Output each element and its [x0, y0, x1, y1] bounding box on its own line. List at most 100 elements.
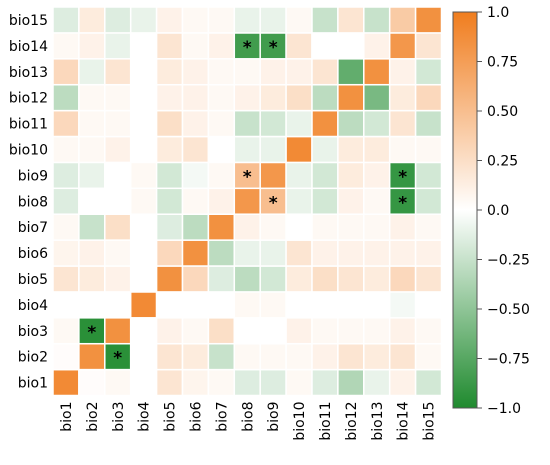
heatmap-cell-bio6-bio6: [181, 239, 210, 267]
heatmap-cell-bio5-bio7: [207, 265, 236, 293]
significance-marker-bio14-bio8: *: [243, 38, 252, 58]
heatmap-cell-bio6-bio10: [285, 239, 313, 267]
heatmap-cell-bio4-bio5: [155, 291, 184, 319]
heatmap-cell-bio9-bio3: [104, 161, 132, 190]
heatmap-cell-bio14-bio3: [104, 32, 132, 60]
heatmap-cell-bio14-bio1: [52, 32, 80, 60]
heatmap-cell-bio3-bio2: [78, 317, 106, 345]
heatmap-cell-bio11-bio15: [414, 109, 443, 138]
heatmap-cell-bio3-bio14: [388, 317, 417, 345]
heatmap-cell-bio9-bio1: [52, 161, 80, 190]
heatmap-cell-bio2-bio11: [311, 342, 339, 371]
heatmap-cell-bio12-bio15: [414, 83, 443, 112]
heatmap-cell-bio6-bio3: [104, 239, 132, 267]
heatmap-cell-bio14-bio14: [388, 32, 417, 60]
heatmap-cell-bio4-bio4: [129, 291, 158, 319]
heatmap-cell-bio3-bio9: [259, 317, 287, 345]
heatmap-cell-bio14-bio2: [78, 32, 106, 60]
heatmap-cell-bio11-bio9: [259, 109, 287, 138]
heatmap-cell-bio9-bio13: [363, 161, 391, 190]
heatmap-cell-bio10-bio14: [388, 135, 417, 164]
x-tick-label-bio11: bio11: [318, 402, 334, 441]
colorbar-ticks: 1.0 0.75 0.50 0.25 0.0 −0.25 −0.50 −0.75 −1.0: [477, 5, 530, 417]
heatmap-cell-bio3-bio6: [181, 317, 210, 345]
significance-marker-bio9-bio8: *: [243, 167, 252, 187]
heatmap-cell-bio2-bio4: [129, 342, 158, 371]
heatmap-cell-bio1-bio8: [233, 368, 261, 397]
significance-markers: * * * * * * * *: [87, 38, 407, 369]
heatmap-cell-bio2-bio2: [78, 342, 106, 371]
heatmap-cell-bio8-bio10: [285, 187, 313, 215]
heatmap-cell-bio14-bio8: [233, 32, 261, 60]
heatmap-cell-bio13-bio4: [129, 58, 158, 86]
heatmap-cell-bio7-bio13: [363, 213, 391, 241]
heatmap-cell-bio13-bio1: [52, 58, 80, 86]
heatmap-cell-bio11-bio3: [104, 109, 132, 138]
heatmap-cell-bio2-bio13: [363, 342, 391, 371]
colorbar-tick-label-6: −0.50: [487, 302, 530, 318]
y-tick-label-bio13: bio13: [9, 65, 48, 81]
heatmap-cell-bio13-bio11: [311, 58, 339, 86]
heatmap-cell-bio5-bio15: [414, 265, 443, 293]
heatmap-cell-bio15-bio11: [311, 6, 339, 34]
heatmap-cell-bio11-bio6: [181, 109, 210, 138]
heatmap-cell-bio2-bio3: [104, 342, 132, 371]
colorbar-tick-label-0: 1.0: [487, 5, 509, 21]
heatmap-cell-bio10-bio9: [259, 135, 287, 164]
heatmap-cell-bio9-bio2: [78, 161, 106, 190]
heatmap-cell-bio11-bio8: [233, 109, 261, 138]
heatmap-cell-bio9-bio12: [337, 161, 365, 190]
x-tick-label-bio10: bio10: [292, 402, 308, 441]
heatmap-cell-bio8-bio8: [233, 187, 261, 215]
heatmap-cell-bio10-bio10: [285, 135, 313, 164]
heatmap-cell-bio2-bio12: [337, 342, 365, 371]
heatmap-cell-bio5-bio1: [52, 265, 80, 293]
heatmap-cell-bio10-bio15: [414, 135, 443, 164]
heatmap-cell-bio15-bio8: [233, 6, 261, 34]
heatmap-cell-bio12-bio4: [129, 83, 158, 112]
heatmap-cell-bio2-bio1: [52, 342, 80, 371]
y-tick-label-bio14: bio14: [9, 39, 48, 55]
heatmap-cell-bio8-bio3: [104, 187, 132, 215]
heatmap-cells: [52, 6, 443, 397]
heatmap-cell-bio13-bio7: [207, 58, 236, 86]
heatmap-cell-bio12-bio5: [155, 83, 184, 112]
heatmap-cell-bio6-bio5: [155, 239, 184, 267]
heatmap-cell-bio3-bio3: [104, 317, 132, 345]
heatmap-cell-bio6-bio13: [363, 239, 391, 267]
heatmap-cell-bio3-bio8: [233, 317, 261, 345]
heatmap-cell-bio8-bio2: [78, 187, 106, 215]
heatmap-cell-bio12-bio9: [259, 83, 287, 112]
heatmap-cell-bio14-bio10: [285, 32, 313, 60]
heatmap-cell-bio15-bio12: [337, 6, 365, 34]
heatmap-cell-bio13-bio10: [285, 58, 313, 86]
heatmap-cell-bio8-bio5: [155, 187, 184, 215]
heatmap-cell-bio5-bio9: [259, 265, 287, 293]
heatmap-cell-bio11-bio11: [311, 109, 339, 138]
x-tick-label-bio12: bio12: [344, 402, 360, 441]
heatmap-cell-bio3-bio4: [129, 317, 158, 345]
y-tick-label-bio6: bio6: [18, 246, 48, 262]
heatmap-cell-bio10-bio13: [363, 135, 391, 164]
x-tick-label-bio5: bio5: [163, 402, 179, 432]
heatmap-cell-bio4-bio1: [52, 291, 80, 319]
heatmap-cell-bio7-bio9: [259, 213, 287, 241]
heatmap-cell-bio11-bio12: [337, 109, 365, 138]
y-tick-label-bio12: bio12: [9, 91, 48, 107]
heatmap-cell-bio13-bio12: [337, 58, 365, 86]
heatmap-cell-bio14-bio12: [337, 32, 365, 60]
heatmap-cell-bio12-bio14: [388, 83, 417, 112]
heatmap-cell-bio1-bio2: [78, 368, 106, 397]
heatmap-cell-bio5-bio10: [285, 265, 313, 293]
heatmap-cell-bio11-bio13: [363, 109, 391, 138]
heatmap-cell-bio14-bio4: [129, 32, 158, 60]
heatmap-cell-bio13-bio3: [104, 58, 132, 86]
heatmap-cell-bio2-bio5: [155, 342, 184, 371]
y-tick-label-bio5: bio5: [18, 272, 48, 288]
heatmap-cell-bio10-bio11: [311, 135, 339, 164]
heatmap-cell-bio3-bio7: [207, 317, 236, 345]
colorbar-tick-label-8: −1.0: [487, 401, 521, 417]
heatmap-cell-bio4-bio2: [78, 291, 106, 319]
heatmap-cell-bio1-bio15: [414, 368, 443, 397]
